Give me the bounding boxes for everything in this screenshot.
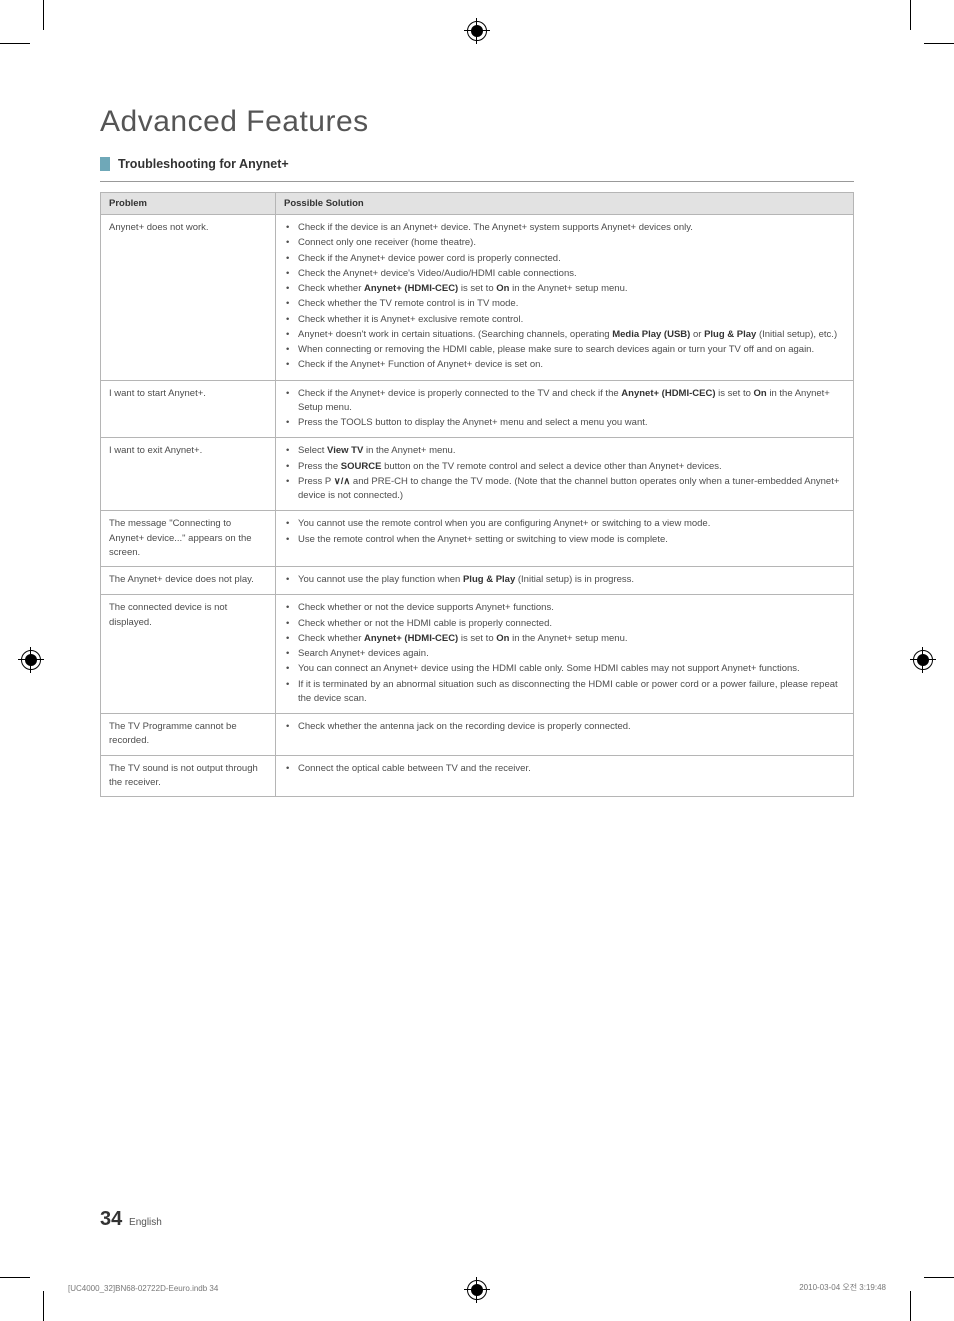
solution-item: Check if the Anynet+ Function of Anynet+…	[284, 358, 845, 372]
bold-term: Media Play (USB)	[612, 329, 690, 340]
bold-term: Plug & Play	[704, 329, 756, 340]
solution-item: Check whether the TV remote control is i…	[284, 297, 845, 311]
solution-cell: You cannot use the remote control when y…	[276, 511, 854, 567]
problem-cell: The TV sound is not output through the r…	[101, 755, 276, 797]
problem-cell: Anynet+ does not work.	[101, 215, 276, 381]
solution-cell: Select View TV in the Anynet+ menu. Press…	[276, 438, 854, 511]
solution-cell: Check if the Anynet+ device is properly …	[276, 380, 854, 438]
channel-down-up-icon: ∨/∧	[334, 477, 351, 487]
solution-cell: Connect the optical cable between TV and…	[276, 755, 854, 797]
solution-item: Press the SOURCE button on the TV remote…	[284, 460, 845, 474]
solution-cell: You cannot use the play function when Pl…	[276, 567, 854, 595]
bold-term: On	[754, 388, 767, 399]
crop-mark	[43, 1291, 44, 1321]
solution-item: Connect only one receiver (home theatre)…	[284, 236, 845, 250]
solution-item: Check whether Anynet+ (HDMI-CEC) is set …	[284, 282, 845, 296]
registration-mark	[464, 1277, 490, 1303]
bold-term: Anynet+ (HDMI-CEC)	[364, 283, 458, 294]
crop-mark	[910, 1291, 911, 1321]
footer-right: 2010-03-04 오전 3:19:48	[799, 1282, 886, 1293]
solution-cell: Check whether the antenna jack on the re…	[276, 714, 854, 756]
solution-list: Check if the device is an Anynet+ device…	[284, 221, 845, 373]
table-row: The TV sound is not output through the r…	[101, 755, 854, 797]
solution-list: Connect the optical cable between TV and…	[284, 762, 845, 776]
crop-mark	[0, 1277, 30, 1278]
bold-term: On	[496, 633, 509, 644]
solution-item: Search Anynet+ devices again.	[284, 647, 845, 661]
solution-item: You can connect an Anynet+ device using …	[284, 662, 845, 676]
bold-term: View TV	[327, 445, 363, 456]
solution-item: Check whether the antenna jack on the re…	[284, 720, 845, 734]
table-header-solution: Possible Solution	[276, 193, 854, 215]
problem-cell: The TV Programme cannot be recorded.	[101, 714, 276, 756]
solution-item: You cannot use the play function when Pl…	[284, 573, 845, 587]
table-header-problem: Problem	[101, 193, 276, 215]
section-heading-text: Troubleshooting for Anynet+	[118, 157, 289, 171]
bold-term: Anynet+ (HDMI-CEC)	[364, 633, 458, 644]
registration-mark	[464, 18, 490, 44]
problem-cell: I want to exit Anynet+.	[101, 438, 276, 511]
crop-mark	[910, 0, 911, 30]
page-number: 34 English	[100, 1208, 162, 1231]
page-number-lang: English	[129, 1217, 162, 1228]
bold-term: On	[496, 283, 509, 294]
solution-item: Anynet+ doesn't work in certain situatio…	[284, 328, 845, 342]
table-row: The Anynet+ device does not play. You can…	[101, 567, 854, 595]
page-content: Advanced Features Troubleshooting for An…	[100, 105, 854, 797]
registration-mark	[910, 647, 936, 673]
solution-list: You cannot use the play function when Pl…	[284, 573, 845, 587]
solution-list: Select View TV in the Anynet+ menu. Press…	[284, 444, 845, 503]
solution-item: If it is terminated by an abnormal situa…	[284, 678, 845, 707]
solution-item: Check whether or not the HDMI cable is p…	[284, 617, 845, 631]
solution-cell: Check if the device is an Anynet+ device…	[276, 215, 854, 381]
problem-cell: The connected device is not displayed.	[101, 595, 276, 714]
section-underline	[100, 181, 854, 182]
solution-item: Press the TOOLS button to display the An…	[284, 416, 845, 430]
page-number-value: 34	[100, 1208, 122, 1230]
solution-item: Connect the optical cable between TV and…	[284, 762, 845, 776]
solution-item: You cannot use the remote control when y…	[284, 517, 845, 531]
solution-item: Check whether or not the device supports…	[284, 601, 845, 615]
table-row: The TV Programme cannot be recorded. Chec…	[101, 714, 854, 756]
bold-term: SOURCE	[341, 461, 382, 472]
solution-list: Check if the Anynet+ device is properly …	[284, 387, 845, 431]
solution-list: Check whether or not the device supports…	[284, 601, 845, 706]
solution-list: Check whether the antenna jack on the re…	[284, 720, 845, 734]
troubleshooting-table: Problem Possible Solution Anynet+ does n…	[100, 192, 854, 797]
solution-item: Select View TV in the Anynet+ menu.	[284, 444, 845, 458]
table-row: I want to exit Anynet+.Select View TV in…	[101, 438, 854, 511]
solution-item: Check the Anynet+ device's Video/Audio/H…	[284, 267, 845, 281]
footer-left: [UC4000_32]BN68-02722D-Eeuro.indb 34	[68, 1284, 218, 1293]
section-marker	[100, 157, 110, 171]
solution-item: Check if the Anynet+ device power cord i…	[284, 252, 845, 266]
table-row: The message "Connecting to Anynet+ devic…	[101, 511, 854, 567]
crop-mark	[43, 0, 44, 30]
registration-mark	[18, 647, 44, 673]
table-row: I want to start Anynet+. Check if the Any…	[101, 380, 854, 438]
crop-mark	[0, 43, 30, 44]
solution-item: When connecting or removing the HDMI cab…	[284, 343, 845, 357]
table-row: Anynet+ does not work. Check if the devic…	[101, 215, 854, 381]
solution-item: Press P ∨/∧ and PRE-CH to change the TV …	[284, 475, 845, 504]
solution-list: You cannot use the remote control when y…	[284, 517, 845, 547]
solution-item: Use the remote control when the Anynet+ …	[284, 533, 845, 547]
solution-item: Check whether Anynet+ (HDMI-CEC) is set …	[284, 632, 845, 646]
bold-term: Anynet+ (HDMI-CEC)	[621, 388, 715, 399]
crop-mark	[924, 1277, 954, 1278]
problem-cell: I want to start Anynet+.	[101, 380, 276, 438]
bold-term: Plug & Play	[463, 574, 515, 585]
crop-mark	[924, 43, 954, 44]
table-row: The connected device is not displayed. Ch…	[101, 595, 854, 714]
solution-item: Check whether it is Anynet+ exclusive re…	[284, 313, 845, 327]
problem-cell: The Anynet+ device does not play.	[101, 567, 276, 595]
page-title: Advanced Features	[100, 105, 854, 139]
solution-cell: Check whether or not the device supports…	[276, 595, 854, 714]
solution-item: Check if the device is an Anynet+ device…	[284, 221, 845, 235]
section-heading: Troubleshooting for Anynet+	[100, 157, 854, 171]
solution-item: Check if the Anynet+ device is properly …	[284, 387, 845, 416]
problem-cell: The message "Connecting to Anynet+ devic…	[101, 511, 276, 567]
